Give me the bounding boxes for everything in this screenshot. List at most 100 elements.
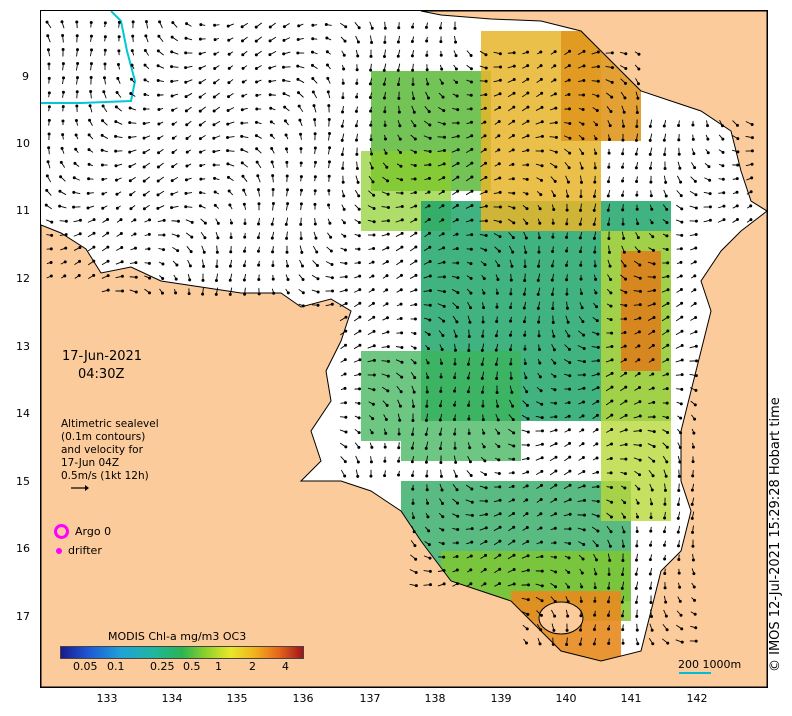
velocity-arrow-head [411,418,415,422]
velocity-arrow-head [131,20,135,24]
velocity-arrow-head [240,39,244,43]
velocity-arrow-head [650,488,654,492]
velocity-arrow-head [579,292,583,296]
velocity-arrow-head [343,372,347,376]
velocity-arrow-head [526,50,530,54]
velocity-arrow-head [470,161,474,165]
velocity-arrow-head [634,152,638,156]
velocity-arrow-head [438,446,442,450]
velocity-arrow-head [386,374,390,378]
velocity-arrow-head [384,431,388,435]
velocity-arrow-head [582,484,586,488]
velocity-arrow-head [355,152,359,156]
velocity-arrow-head [497,134,501,138]
velocity-arrow-head [594,291,598,295]
velocity-arrow-head [540,554,544,558]
velocity-arrow-head [398,404,402,408]
velocity-arrow-head [454,474,458,478]
velocity-arrow-head [143,78,147,82]
velocity-arrow-head [693,179,697,183]
velocity-arrow-head [383,137,387,141]
velocity-arrow-head [609,304,613,308]
velocity-arrow-head [539,193,543,197]
velocity-arrow-head [511,250,515,254]
velocity-arrow-head [511,134,515,138]
velocity-arrow-head [581,442,585,446]
velocity-arrow-head [325,50,329,54]
velocity-arrow-head [634,166,638,170]
velocity-arrow-head [693,612,697,616]
velocity-arrow-head [609,456,613,460]
velocity-arrow-head [313,202,317,206]
velocity-arrow-head [271,202,275,206]
velocity-arrow-head [413,177,417,181]
velocity-arrow-head [553,92,557,96]
velocity-arrow-head [635,544,639,548]
velocity-arrow-head [512,64,516,68]
velocity-arrow-head [651,235,655,239]
velocity-arrow-head [50,233,54,237]
velocity-arrow-head [344,343,348,347]
velocity-arrow-head [456,582,460,586]
velocity-arrow-head [427,204,431,208]
velocity-arrow-head [636,501,640,505]
velocity-arrow-head [635,180,639,184]
velocity-arrow-head [120,260,124,264]
velocity-arrow-head [666,343,670,347]
velocity-arrow-head [453,376,457,380]
velocity-arrow-head [285,147,289,151]
velocity-arrow-head [606,180,610,184]
velocity-arrow-head [735,217,739,221]
velocity-arrow-head [607,641,611,645]
chlorophyll-layer [291,31,671,661]
velocity-arrow-head [539,77,543,81]
velocity-arrow-head [579,614,583,618]
velocity-arrow-head [87,133,91,137]
velocity-arrow-head [568,483,572,487]
velocity-arrow-head [538,221,542,225]
velocity-arrow-head [428,231,432,235]
velocity-arrow-head [77,273,81,277]
velocity-arrow-head [512,51,516,55]
velocity-arrow-head [470,540,474,544]
velocity-arrow-head [397,473,401,477]
velocity-arrow-head [551,250,555,254]
velocity-arrow-head [592,236,596,240]
velocity-arrow-head [372,373,376,377]
argo-label: Argo 0 [75,525,112,538]
date-label: 17-Jun-2021 [62,349,143,364]
velocity-arrow-head [212,109,216,113]
velocity-arrow-head [49,274,53,278]
velocity-arrow-head [662,124,666,128]
velocity-arrow-head [427,176,431,180]
velocity-arrow-head [358,301,362,305]
velocity-arrow-head [568,361,572,365]
velocity-arrow-head [580,306,584,310]
velocity-arrow-head [271,188,275,192]
velocity-arrow-head [386,246,390,250]
velocity-arrow-head [313,175,317,179]
velocity-arrow-head [144,20,148,24]
velocity-arrow-head [679,613,683,617]
velocity-arrow-head [624,304,628,308]
velocity-arrow-head [269,106,273,110]
velocity-arrow-head [638,263,642,267]
velocity-arrow-head [63,260,67,264]
velocity-arrow-head [498,190,502,194]
velocity-arrow-head [296,38,300,42]
velocity-arrow-head [620,614,624,618]
velocity-arrow-head [296,51,300,55]
velocity-arrow-head [523,333,527,337]
velocity-arrow-head [582,470,586,474]
velocity-arrow-head [512,431,516,435]
velocity-arrow-head [621,558,625,562]
velocity-arrow-head [708,192,712,196]
velocity-arrow-head [595,305,599,309]
velocity-arrow-head [568,151,572,155]
velocity-arrow-head [156,49,160,53]
velocity-arrow-head [567,64,571,68]
velocity-arrow-head [607,627,611,631]
velocity-arrow-head [621,179,625,183]
velocity-arrow-head [551,642,555,646]
velocity-arrow-head [690,502,694,506]
